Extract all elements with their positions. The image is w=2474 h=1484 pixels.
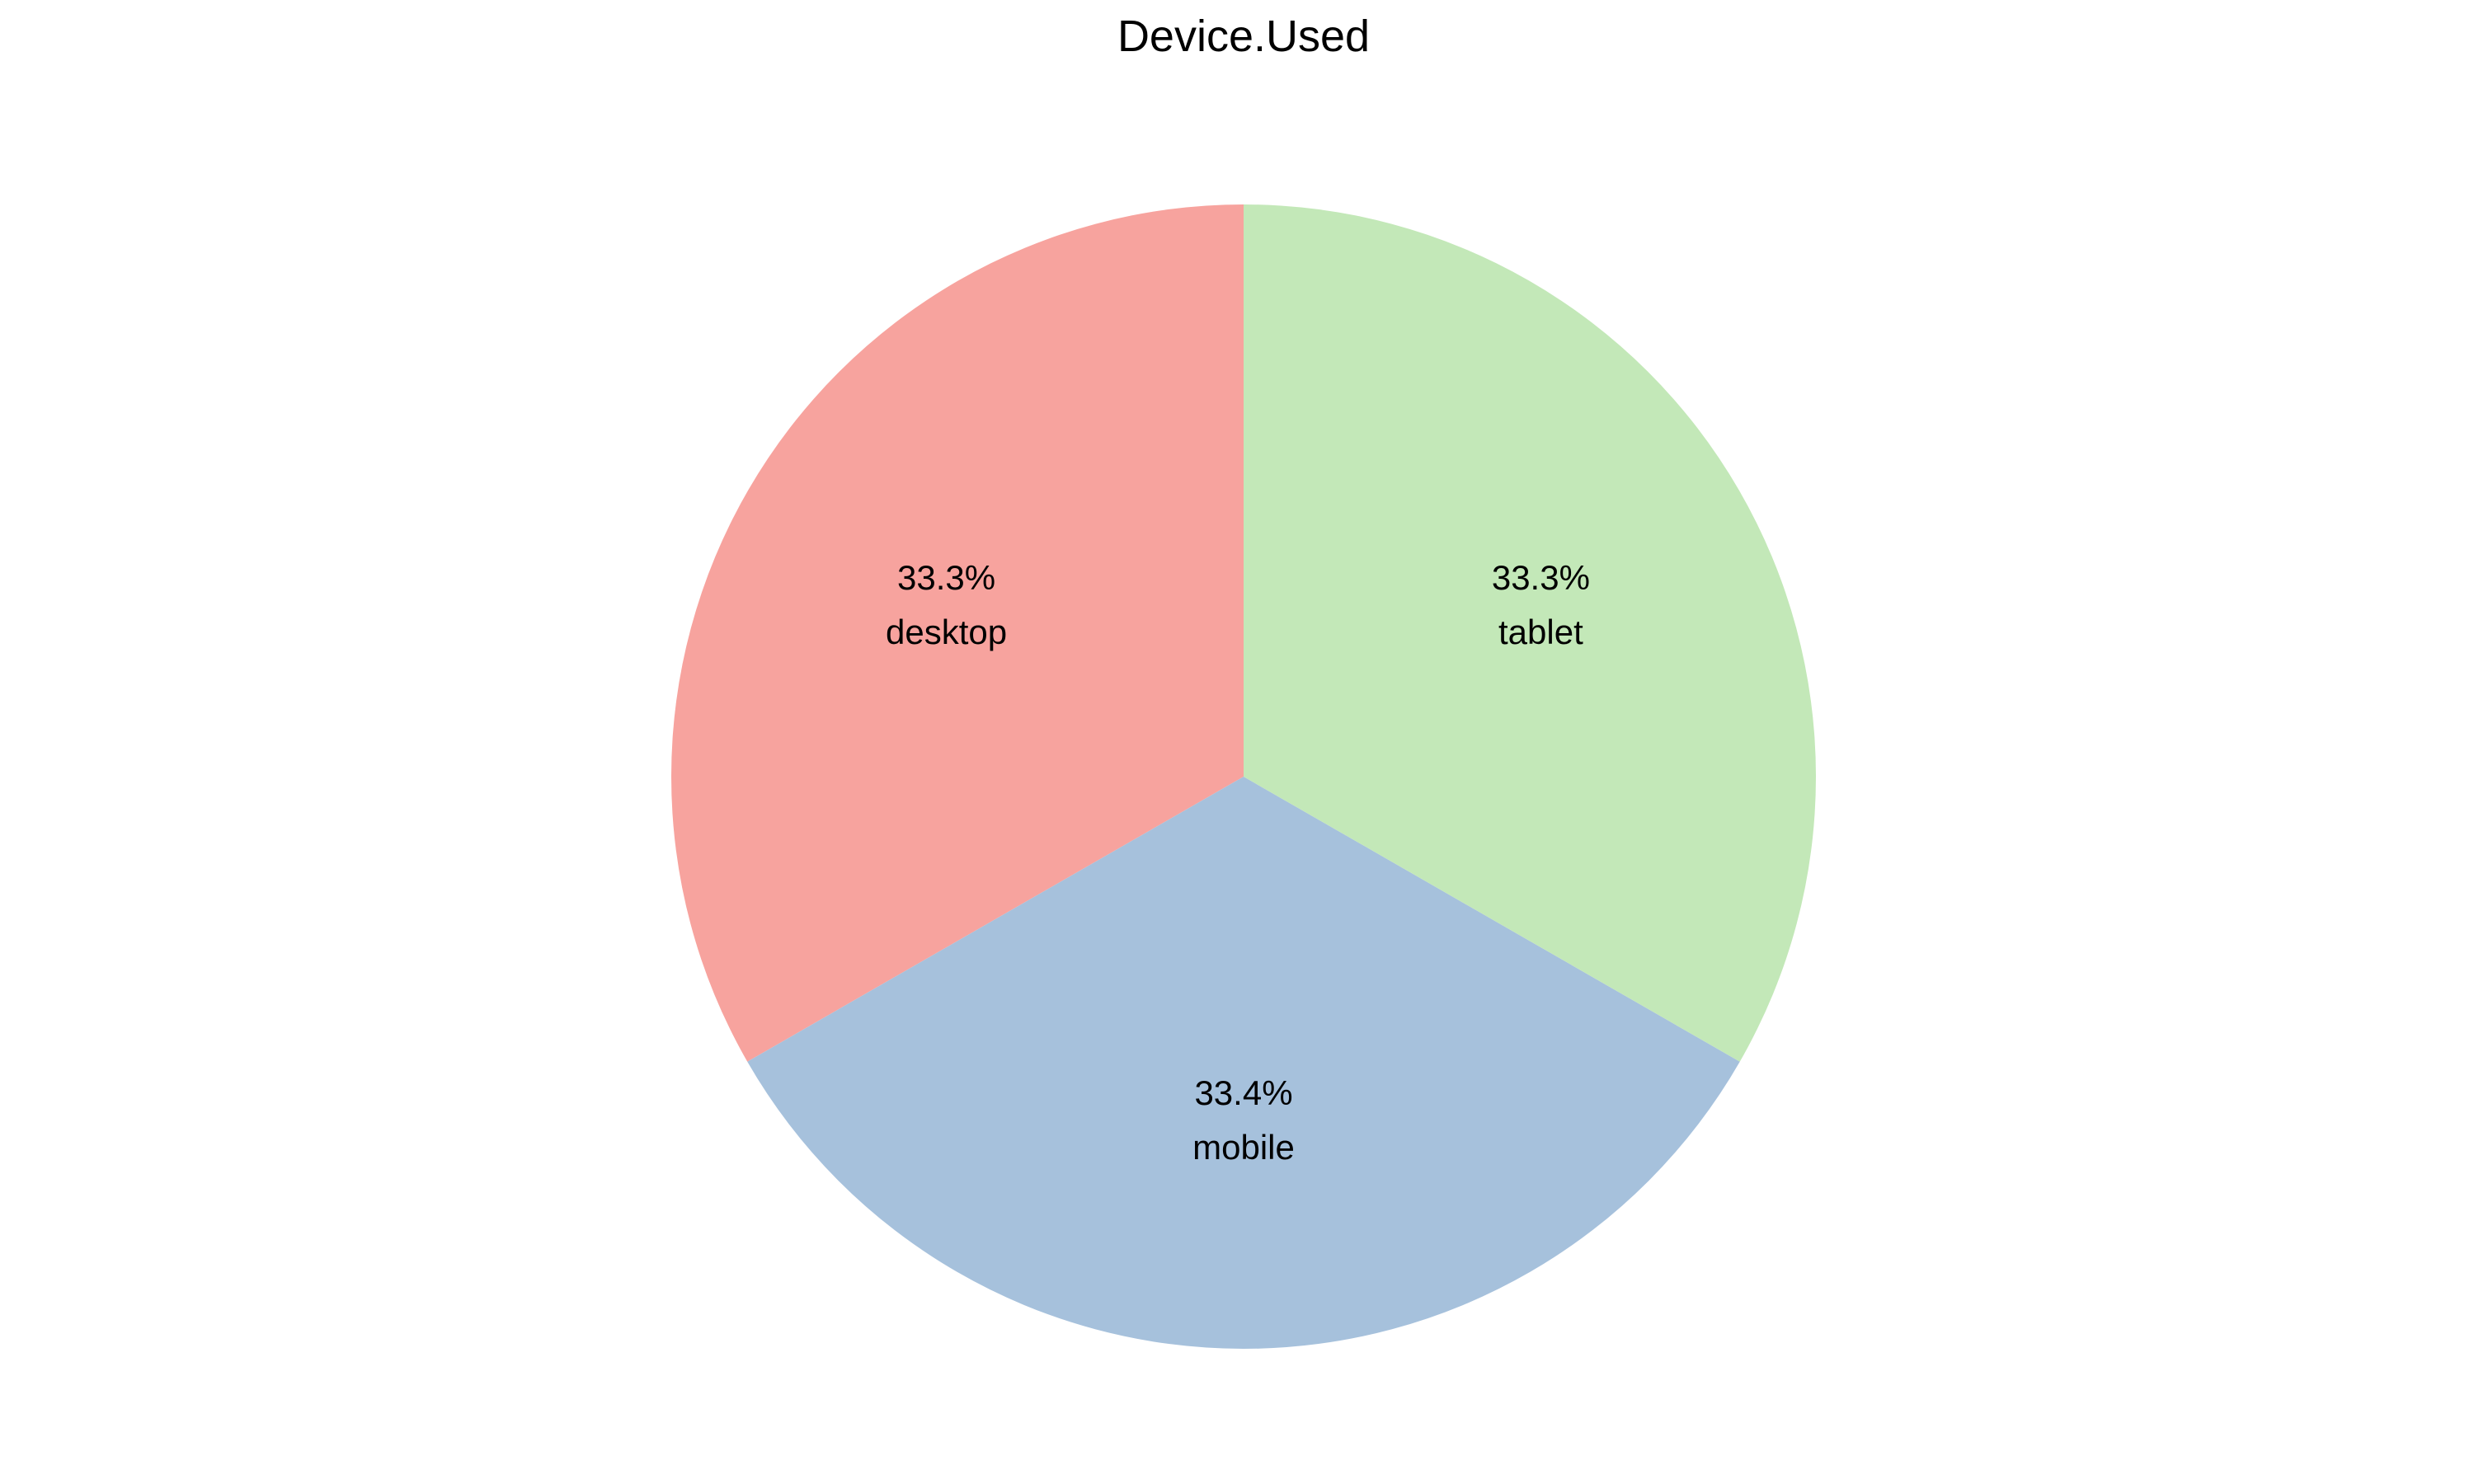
slice-category-label: mobile — [1192, 1128, 1295, 1167]
pie-slices — [670, 204, 1816, 1349]
pie-labels: 33.3% desktop 33.4% mobile 33.3% tablet — [886, 558, 1590, 1167]
slice-percent-label: 33.3% — [897, 558, 995, 597]
slice-percent-label: 33.4% — [1194, 1073, 1292, 1112]
pie-slice-mobile — [747, 777, 1740, 1349]
pie-slice-tablet — [1244, 204, 1816, 1062]
slice-category-label: tablet — [1498, 613, 1583, 651]
pie-slice-desktop — [670, 204, 1244, 1062]
slice-percent-label: 33.3% — [1492, 558, 1590, 597]
chart-title: Device.Used — [1117, 12, 1370, 61]
slice-category-label: desktop — [886, 613, 1007, 651]
